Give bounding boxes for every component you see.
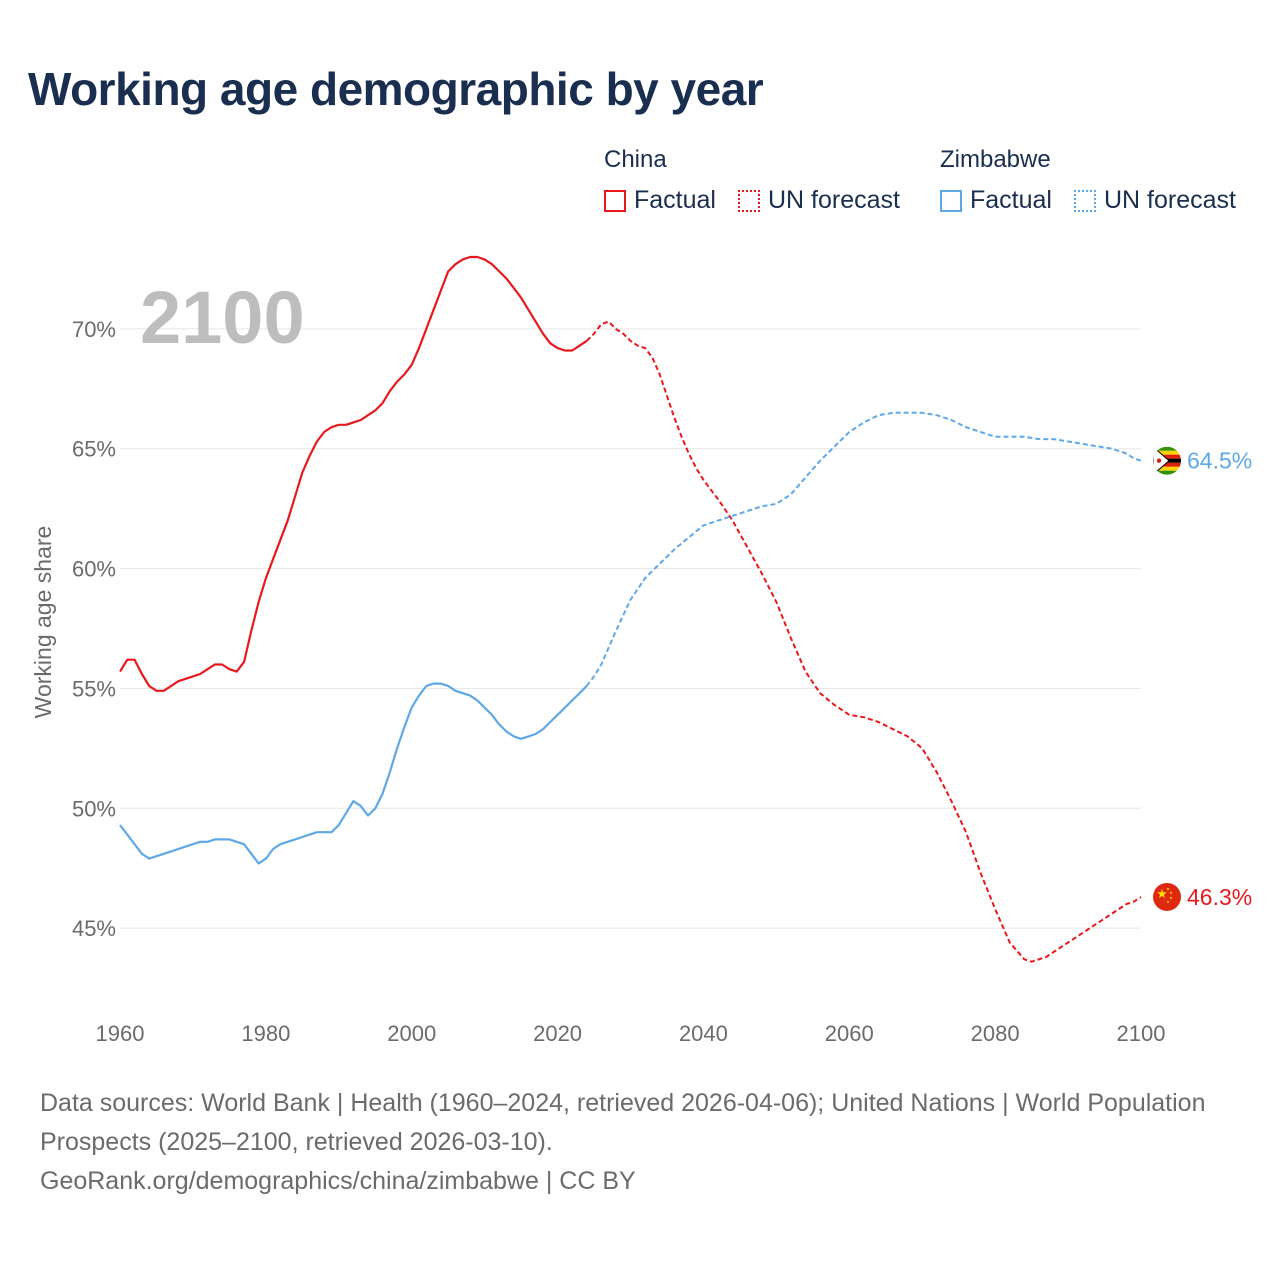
footer-credit[interactable]: GeoRank.org/demographics/china/zimbabwe … xyxy=(40,1167,636,1195)
y-tick-label: 70% xyxy=(72,317,116,342)
chart-title: Working age demographic by year xyxy=(28,63,764,115)
y-ticks: 45% 50% 55% 60% 65% 70% xyxy=(72,317,116,941)
china-flag-star xyxy=(1157,889,1167,898)
legend-china-forecast[interactable]: UN forecast xyxy=(738,186,900,215)
china-forecast-line xyxy=(585,320,1142,963)
footer: Data sources: World Bank | Health (1960–… xyxy=(40,1084,1220,1201)
x-tick-label: 1960 xyxy=(96,1021,145,1046)
y-tick-label: 65% xyxy=(72,437,116,462)
china-flag-star xyxy=(1169,896,1173,900)
china-flag-icon xyxy=(1153,882,1181,911)
x-tick-label: 2060 xyxy=(825,1021,874,1046)
zimbabwe-flag-stripe xyxy=(1153,470,1181,475)
legend-zimbabwe-forecast[interactable]: UN forecast xyxy=(1074,186,1236,215)
china-factual-line xyxy=(119,255,588,692)
legend-zimbabwe-name: Zimbabwe xyxy=(940,146,1051,173)
y-tick-label: 45% xyxy=(72,916,116,941)
zimbabwe-factual-line xyxy=(119,682,588,865)
china-end-label: 46.3% xyxy=(1187,884,1252,910)
footer-sources: Data sources: World Bank | Health (1960–… xyxy=(40,1089,1206,1156)
x-tick-label: 2080 xyxy=(971,1021,1020,1046)
china-flag-star xyxy=(1169,891,1173,895)
year-marker: 2100 xyxy=(140,276,305,359)
zimbabwe-flag-stripe xyxy=(1153,446,1181,451)
zimbabwe-flag-stripe xyxy=(1153,450,1181,455)
zimbabwe-forecast-line xyxy=(585,411,1142,687)
x-tick-label: 1980 xyxy=(241,1021,290,1046)
legend-china-name: China xyxy=(604,146,667,173)
legend-zimbabwe-factual-swatch xyxy=(940,189,962,212)
legend-china-factual[interactable]: Factual xyxy=(604,186,716,215)
legend-zimbabwe-factual[interactable]: Factual xyxy=(940,186,1052,215)
series-lines xyxy=(119,255,1142,963)
line-chart: 2100 Working age share 45% 50% 55% 60% 65% 70… xyxy=(30,255,1252,1046)
y-tick-label: 60% xyxy=(72,557,116,582)
x-ticks: 1960 1980 2000 2020 2040 2060 2080 2100 xyxy=(96,1021,1166,1046)
gridlines xyxy=(120,328,1141,929)
zimbabwe-flag-star xyxy=(1156,458,1162,463)
legend-china-factual-swatch xyxy=(604,189,626,212)
zimbabwe-flag-icon xyxy=(1153,446,1181,475)
legend-china-forecast-swatch xyxy=(738,189,760,212)
x-tick-label: 2000 xyxy=(387,1021,436,1046)
legend-zimbabwe-factual-label: Factual xyxy=(970,186,1052,214)
end-markers: 46.3% 64.5% xyxy=(1153,446,1252,911)
x-tick-label: 2040 xyxy=(679,1021,728,1046)
legend-zimbabwe-forecast-label: UN forecast xyxy=(1104,186,1236,214)
zimbabwe-flag-stripe xyxy=(1153,466,1181,471)
zimbabwe-flag-stripe xyxy=(1153,454,1181,459)
y-tick-label: 55% xyxy=(72,676,116,701)
zimbabwe-end-label: 64.5% xyxy=(1187,448,1252,474)
legend-china-forecast-label: UN forecast xyxy=(768,186,900,214)
zimbabwe-flag-stripe xyxy=(1153,462,1181,467)
legend-zimbabwe-forecast-swatch xyxy=(1074,189,1096,212)
china-flag-star xyxy=(1166,887,1170,891)
china-flag-star xyxy=(1166,900,1170,904)
y-tick-label: 50% xyxy=(72,796,116,821)
y-axis-label: Working age share xyxy=(30,526,56,719)
china-flag-disc xyxy=(1153,882,1181,911)
legend-china-factual-label: Factual xyxy=(634,186,716,214)
zimbabwe-flag-body xyxy=(1153,446,1181,475)
x-tick-label: 2100 xyxy=(1117,1021,1166,1046)
x-tick-label: 2020 xyxy=(533,1021,582,1046)
